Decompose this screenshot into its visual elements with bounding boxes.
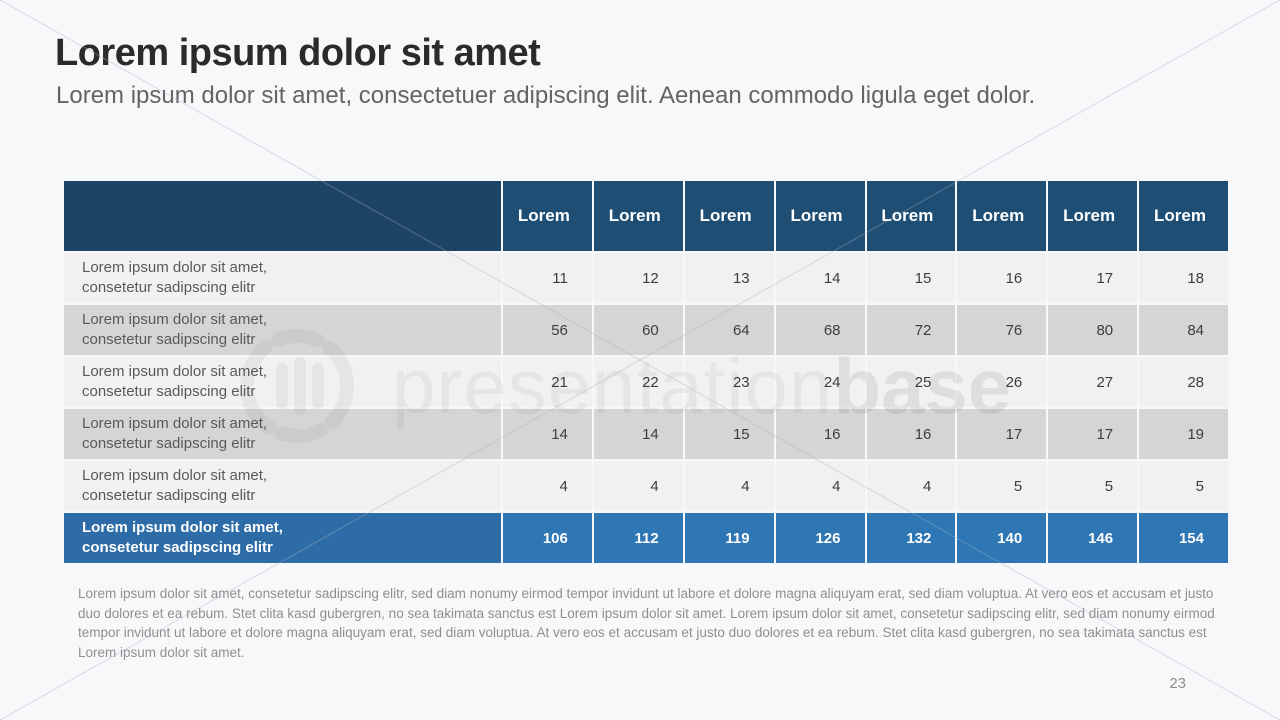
- table-cell: 84: [1139, 305, 1228, 355]
- table-cell: 60: [593, 305, 683, 355]
- table-cell: 11: [503, 253, 592, 303]
- total-label-line2: consetetur sadipscing elitr: [82, 539, 273, 556]
- row-label: Lorem ipsum dolor sit amet, consetetur s…: [64, 357, 501, 407]
- row-label-line2: consetetur sadipscing elitr: [82, 331, 256, 348]
- row-label-line1: Lorem ipsum dolor sit amet,: [82, 467, 268, 484]
- row-label-line1: Lorem ipsum dolor sit amet,: [82, 311, 268, 328]
- table-cell: 4: [866, 461, 956, 511]
- row-label-line2: consetetur sadipscing elitr: [82, 279, 256, 296]
- table-cell: 14: [593, 409, 683, 459]
- table-cell: 72: [866, 305, 956, 355]
- table-cell: 17: [957, 409, 1047, 459]
- table-cell: 15: [684, 409, 774, 459]
- footer-paragraph: Lorem ipsum dolor sit amet, consetetur s…: [78, 586, 1215, 661]
- table-cell: 23: [684, 357, 774, 407]
- column-header: Lorem: [957, 181, 1047, 251]
- page-number: 23: [1169, 675, 1186, 692]
- slide-subtitle: Lorem ipsum dolor sit amet, consectetuer…: [56, 82, 1036, 109]
- table-cell: 18: [1139, 253, 1228, 303]
- table-cell: 64: [684, 305, 774, 355]
- column-header: Lorem: [503, 181, 592, 251]
- table-cell: 13: [684, 253, 774, 303]
- column-header: Lorem: [1139, 181, 1228, 251]
- row-label: Lorem ipsum dolor sit amet, consetetur s…: [64, 409, 501, 459]
- table-cell: 17: [1048, 253, 1138, 303]
- total-cell: 112: [593, 513, 683, 563]
- column-header: Lorem: [866, 181, 956, 251]
- row-label: Lorem ipsum dolor sit amet, consetetur s…: [64, 461, 501, 511]
- table-cell: 16: [866, 409, 956, 459]
- column-header: Lorem: [593, 181, 683, 251]
- row-label-line1: Lorem ipsum dolor sit amet,: [82, 415, 268, 432]
- row-label-line2: consetetur sadipscing elitr: [82, 383, 256, 400]
- slide-title: Lorem ipsum dolor sit amet: [55, 32, 541, 74]
- total-cell: 132: [866, 513, 956, 563]
- table-cell: 21: [503, 357, 592, 407]
- row-label-line1: Lorem ipsum dolor sit amet,: [82, 259, 268, 276]
- column-header: Lorem: [684, 181, 774, 251]
- table-cell: 12: [593, 253, 683, 303]
- table-cell: 5: [1139, 461, 1228, 511]
- row-label: Lorem ipsum dolor sit amet, consetetur s…: [64, 253, 501, 303]
- table-cell: 4: [775, 461, 865, 511]
- row-label: Lorem ipsum dolor sit amet, consetetur s…: [64, 305, 501, 355]
- row-label-line1: Lorem ipsum dolor sit amet,: [82, 363, 268, 380]
- table-cell: 4: [503, 461, 592, 511]
- table-cell: 80: [1048, 305, 1138, 355]
- total-cell: 154: [1139, 513, 1228, 563]
- table-cell: 16: [957, 253, 1047, 303]
- row-label-line2: consetetur sadipscing elitr: [82, 487, 256, 504]
- table-cell: 14: [503, 409, 592, 459]
- table-cell: 19: [1139, 409, 1228, 459]
- table-corner-cell: [64, 181, 501, 251]
- total-cell: 106: [503, 513, 592, 563]
- total-cell: 119: [684, 513, 774, 563]
- table-cell: 5: [1048, 461, 1138, 511]
- total-label-line1: Lorem ipsum dolor sit amet,: [82, 519, 283, 536]
- data-table: Lorem Lorem Lorem Lorem Lorem Lorem Lore…: [64, 181, 1228, 563]
- table-cell: 22: [593, 357, 683, 407]
- table-cell: 76: [957, 305, 1047, 355]
- table-cell: 5: [957, 461, 1047, 511]
- total-row-label: Lorem ipsum dolor sit amet, consetetur s…: [64, 513, 501, 563]
- table-cell: 68: [775, 305, 865, 355]
- table-cell: 4: [593, 461, 683, 511]
- table-cell: 4: [684, 461, 774, 511]
- table-cell: 15: [866, 253, 956, 303]
- total-cell: 146: [1048, 513, 1138, 563]
- table-cell: 16: [775, 409, 865, 459]
- table-cell: 26: [957, 357, 1047, 407]
- table-cell: 17: [1048, 409, 1138, 459]
- column-header: Lorem: [775, 181, 865, 251]
- column-header: Lorem: [1048, 181, 1138, 251]
- table-cell: 24: [775, 357, 865, 407]
- row-label-line2: consetetur sadipscing elitr: [82, 435, 256, 452]
- total-cell: 126: [775, 513, 865, 563]
- table-cell: 56: [503, 305, 592, 355]
- table-cell: 25: [866, 357, 956, 407]
- table-cell: 28: [1139, 357, 1228, 407]
- table-cell: 27: [1048, 357, 1138, 407]
- table-cell: 14: [775, 253, 865, 303]
- total-cell: 140: [957, 513, 1047, 563]
